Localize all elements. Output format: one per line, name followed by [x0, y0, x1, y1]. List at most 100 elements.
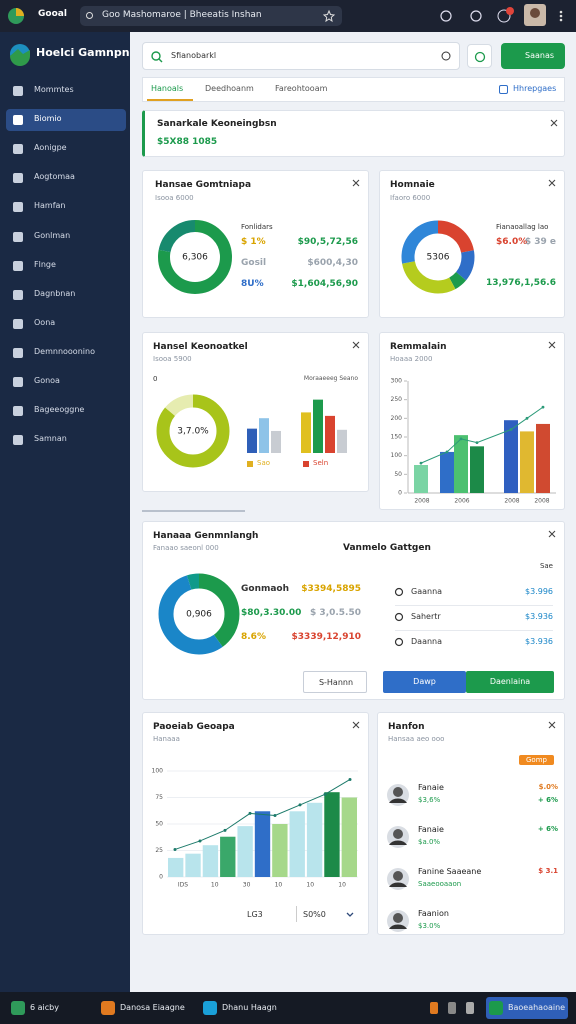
notification-dot	[506, 7, 514, 15]
list-item[interactable]: Daanna $3.936	[394, 634, 553, 656]
line-point	[348, 777, 352, 781]
nav-item[interactable]: Hamfan	[6, 196, 126, 218]
search-button[interactable]: Saanas	[501, 43, 565, 69]
nav-item[interactable]: Mommtes	[6, 80, 126, 102]
close-button[interactable]	[550, 119, 558, 127]
tab-label: Fareohtooam	[275, 84, 328, 93]
bar	[259, 418, 269, 453]
nav-item[interactable]: Aogtomaa	[6, 167, 126, 189]
nav-icon	[13, 86, 23, 96]
tab-action[interactable]: Hhrepgaes	[499, 82, 561, 98]
person-row[interactable]: Faanion $3.0%	[386, 907, 558, 937]
card-subtitle: Hoaaa 2000	[390, 355, 433, 363]
person-row[interactable]: Fanaie $a.0% + 6%	[386, 823, 558, 853]
growth-card: Paoeiab Geoapa Hanaaa 0 25 50 75 100 IDS 10 30 10 1…	[142, 712, 369, 935]
chart	[466, 1002, 474, 1014]
button[interactable]: Daenlaina	[466, 671, 554, 693]
y-tick-label: 50	[155, 821, 163, 828]
close-button[interactable]	[548, 530, 556, 538]
nav-item[interactable]: Aonigpe	[6, 138, 126, 160]
toolbar-icon	[470, 10, 482, 22]
revenue-card: Hansae Gomtniapa Isooa 6000 6,306 Fonlidars…	[142, 170, 369, 318]
nav-item[interactable]: Demnnooonino	[6, 342, 126, 364]
browser-bar: Gooal Goo Mashomaroe | Bheeatis Inshan	[0, 0, 576, 32]
chart	[13, 86, 23, 96]
stat-value: $ 3,0.5.50	[310, 608, 361, 618]
x-tick-label: 2006	[454, 498, 469, 505]
donut-center-label: 3,7.0%	[177, 427, 209, 437]
trend-line	[174, 779, 351, 850]
close-button[interactable]	[352, 179, 360, 187]
stat-label: $ 1%	[241, 237, 266, 247]
tab[interactable]: Fareohtooam	[271, 78, 339, 101]
footer-label: LG3	[247, 910, 263, 919]
close-button[interactable]	[548, 341, 556, 349]
divider	[142, 510, 245, 512]
x-tick-label: 10	[211, 882, 219, 889]
nav-item[interactable]: Oona	[6, 313, 126, 335]
tray-icon	[430, 1002, 438, 1014]
close-button[interactable]	[548, 721, 556, 729]
chart	[499, 85, 508, 94]
chart	[448, 1002, 456, 1014]
stat-label: Gosil	[241, 258, 267, 268]
tab[interactable]: Hanoals	[147, 78, 193, 101]
nav-item[interactable]: Gonlman	[6, 226, 126, 248]
chart	[474, 51, 486, 63]
nav-item[interactable]: Samnan	[6, 429, 126, 451]
person-row[interactable]: Fanaie $3,6% $.0% + 6%	[386, 781, 558, 811]
donut-segment	[158, 573, 240, 655]
chart: 6,306	[158, 220, 232, 294]
chart-note: Moraaeeeg Seano	[303, 375, 358, 382]
donut-center-label: 0,906	[186, 610, 212, 620]
taskbar-item[interactable]: Dhanu Haagn	[200, 997, 290, 1019]
nav-item[interactable]: Biomio	[6, 109, 126, 132]
y-tick-label: 0	[398, 490, 402, 497]
legend-swatch	[303, 461, 309, 467]
list-name: Daanna	[411, 637, 443, 646]
close-icon	[352, 179, 360, 187]
close-button[interactable]	[352, 341, 360, 349]
bar	[325, 415, 335, 453]
bar	[337, 429, 347, 453]
brand-name: Hoelci Gamnpn	[36, 46, 130, 59]
chart: 0 50 100 150 200 250 300 2008 2006 2008 2008	[391, 378, 556, 505]
chart	[387, 868, 409, 890]
button[interactable]: S-Hannn	[303, 671, 367, 693]
close-icon	[352, 341, 360, 349]
taskbar-item[interactable]: 6 aicby	[8, 997, 98, 1019]
app-icon	[203, 1001, 217, 1015]
stat-value: $3394,5895	[301, 584, 361, 594]
person-note: Saaeooaaon	[418, 880, 462, 888]
list-item[interactable]: Gaanna $3.996	[394, 584, 553, 606]
nav-item[interactable]: Dagnbnan	[6, 284, 126, 306]
menu-dot	[559, 10, 563, 14]
chart[interactable]	[346, 912, 354, 918]
card-title: Hansae Gomtniapa	[155, 180, 252, 190]
list-icon	[394, 612, 404, 622]
tab-action-label: Hhrepgaes	[513, 84, 557, 93]
tab[interactable]: Deedhoanm	[201, 78, 261, 101]
icon-button[interactable]	[467, 44, 492, 68]
legend-label: Sao	[257, 459, 271, 467]
chart: 3,7.0%	[156, 394, 230, 468]
close-button[interactable]	[352, 721, 360, 729]
chart	[13, 202, 23, 213]
person-row[interactable]: Fanine Saaeane Saaeooaaon $ 3.1	[386, 865, 558, 895]
bar	[504, 420, 518, 493]
nav-item[interactable]: Gonoa	[6, 371, 126, 393]
donut-center-label: 6,306	[182, 253, 208, 263]
list-item[interactable]: Sahertr $3.936	[394, 609, 553, 631]
close-button[interactable]	[548, 179, 556, 187]
nav-item[interactable]: Bageeoggne	[6, 400, 126, 422]
address-bar[interactable]: Goo Mashomaroe | Bheeatis Inshan	[80, 6, 342, 26]
taskbar-item[interactable]: Danosa Eiaagne	[98, 997, 188, 1019]
button[interactable]: Dawp	[383, 671, 466, 693]
line-point	[248, 811, 252, 815]
nav-item[interactable]: Flnge	[6, 255, 126, 277]
chart: 0,906	[158, 573, 240, 655]
line-point	[525, 416, 529, 420]
search-box[interactable]: Sfianobarkl	[142, 42, 460, 70]
donut-segment	[401, 220, 475, 294]
taskbar-item[interactable]: Baoeahaoaine	[486, 997, 568, 1019]
